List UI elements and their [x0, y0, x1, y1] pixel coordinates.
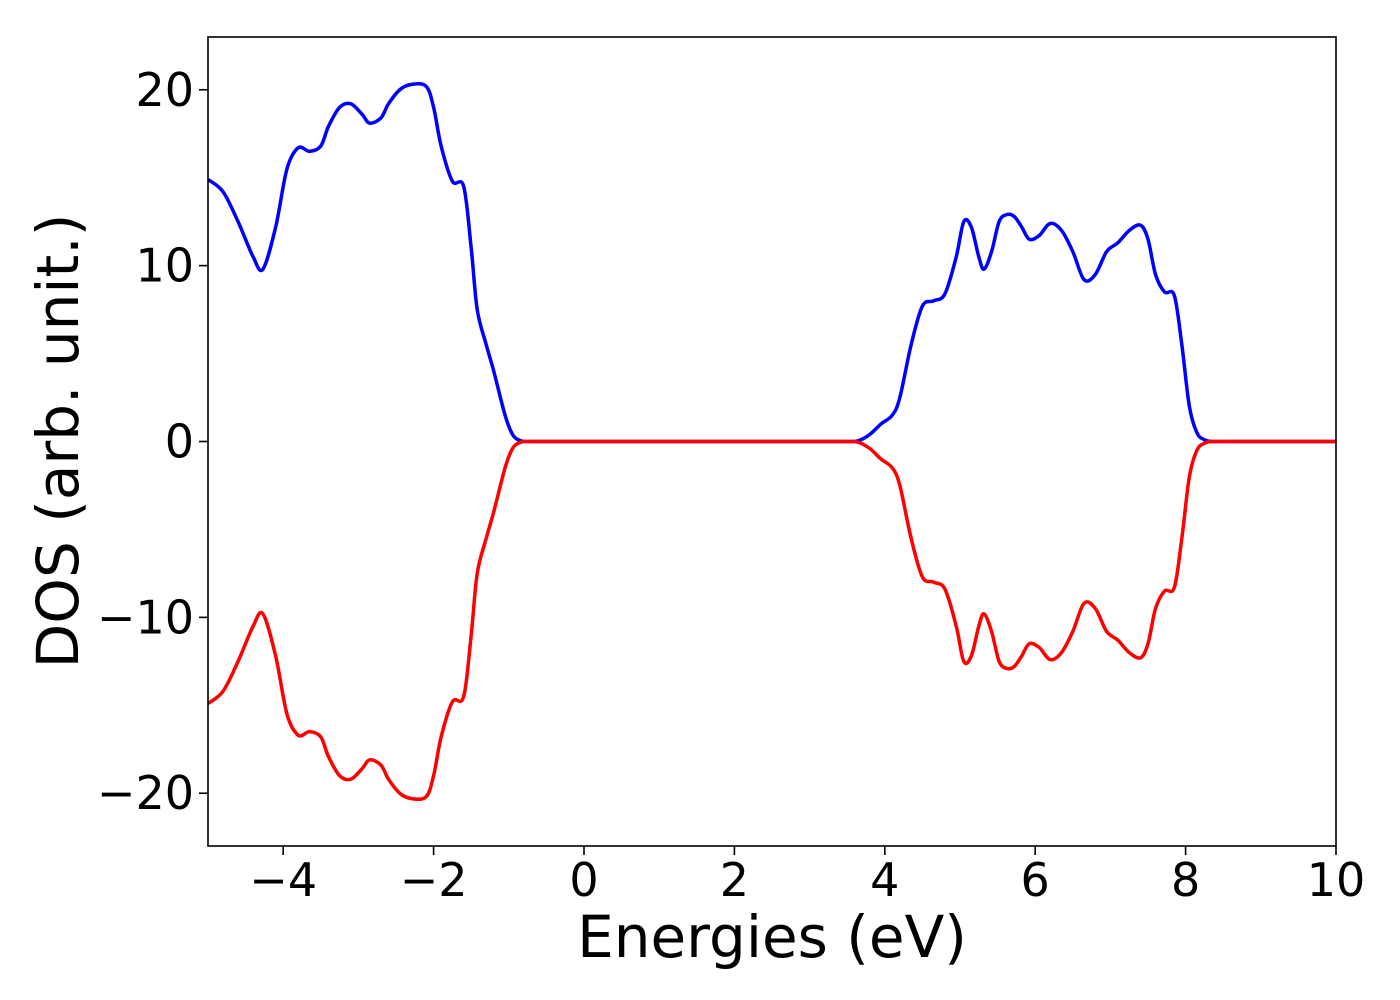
- x-tick-label: 0: [569, 853, 598, 907]
- y-tick-label: 10: [135, 239, 194, 293]
- y-axis-label: DOS (arb. unit.): [24, 214, 92, 669]
- series-line-1: [208, 81, 1336, 444]
- x-tick-label: 10: [1307, 853, 1366, 907]
- y-tick-label: 0: [165, 415, 194, 469]
- series-line-2: [208, 439, 1336, 802]
- y-tick-label: 20: [135, 63, 194, 117]
- x-axis-label: Energies (eV): [577, 903, 967, 971]
- y-tick-label: −20: [97, 766, 194, 820]
- x-tick-label: 6: [1021, 853, 1050, 907]
- y-axis: −20 −10 0 10 20: [97, 63, 208, 820]
- x-tick-label: 2: [720, 853, 749, 907]
- x-axis: −4 −2 0 2 4 6 8 10: [249, 846, 1365, 907]
- x-tick-label: 8: [1171, 853, 1200, 907]
- series-layer: [208, 81, 1336, 802]
- x-tick-label: 4: [870, 853, 899, 907]
- x-tick-label: −4: [249, 853, 317, 907]
- y-tick-label: −10: [97, 590, 194, 644]
- x-tick-label: −2: [400, 853, 468, 907]
